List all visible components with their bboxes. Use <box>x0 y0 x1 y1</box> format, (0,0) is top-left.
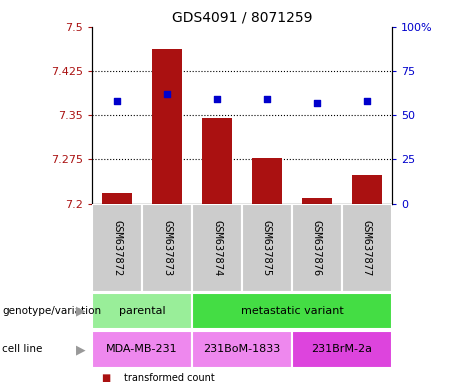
Bar <box>192 331 292 368</box>
Point <box>313 100 321 106</box>
Text: GSM637872: GSM637872 <box>112 220 122 276</box>
Text: genotype/variation: genotype/variation <box>2 306 101 316</box>
Text: GSM637876: GSM637876 <box>312 220 322 276</box>
Bar <box>92 331 192 368</box>
Bar <box>252 157 282 204</box>
Point <box>363 98 371 104</box>
Text: ▶: ▶ <box>76 343 85 356</box>
Text: parental: parental <box>119 306 165 316</box>
Text: GSM637875: GSM637875 <box>262 220 272 276</box>
Bar <box>192 293 392 329</box>
Title: GDS4091 / 8071259: GDS4091 / 8071259 <box>172 10 312 24</box>
Text: metastatic variant: metastatic variant <box>241 306 343 316</box>
Point <box>163 91 171 97</box>
Text: GSM637873: GSM637873 <box>162 220 172 276</box>
Bar <box>192 204 242 292</box>
Text: 231BrM-2a: 231BrM-2a <box>312 344 372 354</box>
Bar <box>92 293 192 329</box>
Bar <box>302 198 332 204</box>
Bar <box>292 331 392 368</box>
Text: transformed count: transformed count <box>124 373 215 383</box>
Bar <box>152 49 182 204</box>
Bar <box>242 204 292 292</box>
Text: GSM637877: GSM637877 <box>362 220 372 276</box>
Text: cell line: cell line <box>2 344 43 354</box>
Text: MDA-MB-231: MDA-MB-231 <box>106 344 178 354</box>
Point <box>213 96 221 103</box>
Bar <box>142 204 192 292</box>
Bar <box>202 118 232 204</box>
Point <box>263 96 271 103</box>
Point <box>113 98 121 104</box>
Text: ▶: ▶ <box>76 305 85 318</box>
Bar <box>342 204 392 292</box>
Text: GSM637874: GSM637874 <box>212 220 222 276</box>
Bar <box>352 175 382 204</box>
Bar <box>92 204 142 292</box>
Text: ■: ■ <box>101 373 111 383</box>
Bar <box>102 193 132 204</box>
Text: 231BoM-1833: 231BoM-1833 <box>203 344 281 354</box>
Bar <box>292 204 342 292</box>
